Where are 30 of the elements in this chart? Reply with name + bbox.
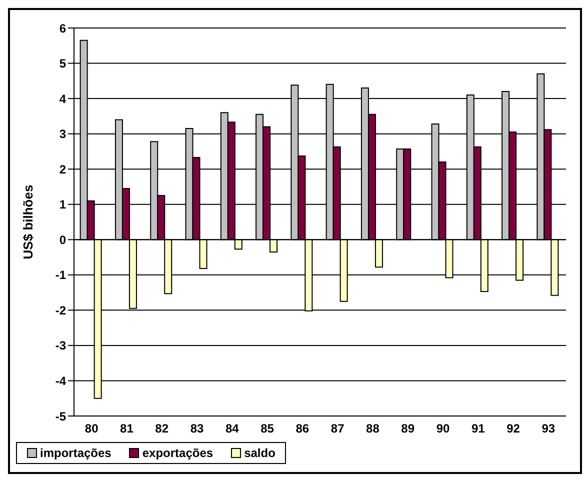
y-tick-label: 1 xyxy=(59,198,66,212)
x-tick-label: 86 xyxy=(296,422,310,436)
x-tick-label: 81 xyxy=(120,422,134,436)
legend-label: exportações xyxy=(141,446,214,460)
y-tick-label: 2 xyxy=(59,162,66,176)
y-tick-label: -4 xyxy=(55,374,66,388)
y-tick-label: 6 xyxy=(59,21,66,36)
y-tick-label: -1 xyxy=(55,268,66,282)
x-tick-label: 82 xyxy=(155,422,169,436)
y-tick-label: 5 xyxy=(59,56,66,71)
x-tick-label: 92 xyxy=(506,422,520,436)
x-tick-label: 93 xyxy=(542,422,556,436)
x-tick-label: 89 xyxy=(401,422,415,436)
x-tick-label: 87 xyxy=(330,422,345,436)
y-tick-label: 0 xyxy=(59,232,66,247)
x-tick-label: 83 xyxy=(190,422,204,436)
x-tick-label: 90 xyxy=(436,422,450,436)
legend-label: importações xyxy=(39,446,112,460)
y-tick-label: -2 xyxy=(55,303,66,318)
y-tick-label: 4 xyxy=(59,92,66,106)
x-tick-label: 80 xyxy=(84,422,99,436)
y-tick-label: -3 xyxy=(55,338,66,353)
x-tick-label: 84 xyxy=(225,422,240,436)
x-tick-label: 91 xyxy=(471,422,486,436)
y-axis-title: US$ bilhões xyxy=(20,184,36,260)
x-tick-label: 85 xyxy=(260,422,274,436)
legend-label: saldo xyxy=(243,446,276,460)
x-tick-label: 88 xyxy=(366,422,380,436)
y-tick-label: 3 xyxy=(59,127,66,142)
y-tick-label: -5 xyxy=(55,409,66,424)
